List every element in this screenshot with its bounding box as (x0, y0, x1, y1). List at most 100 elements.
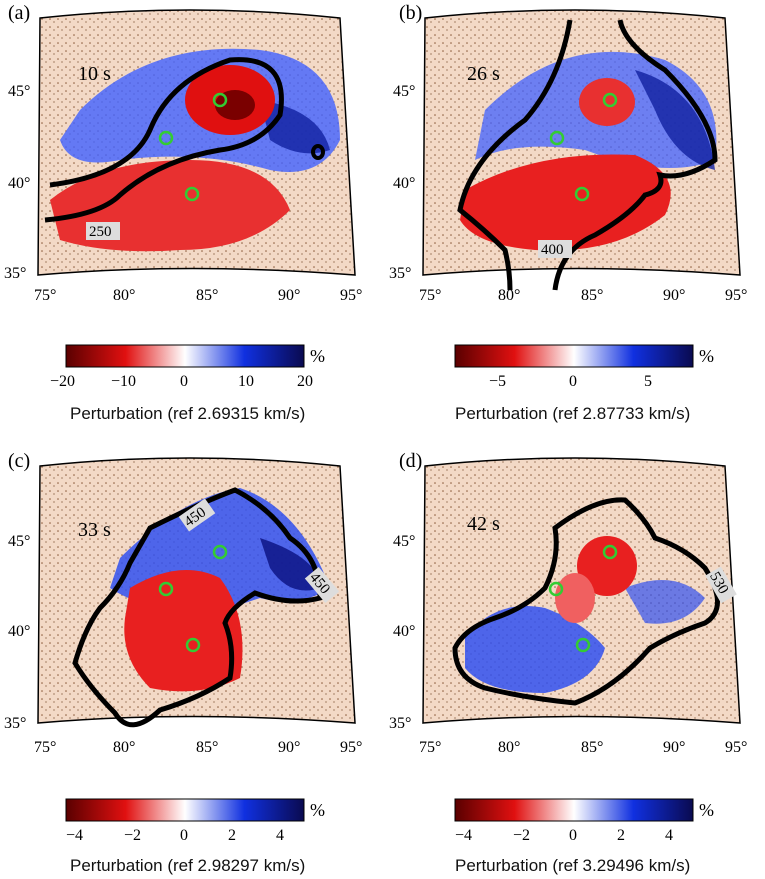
period-label: 10 s (78, 63, 111, 85)
colorbar-tick: 10 (238, 373, 254, 390)
lat-tick: 45° (8, 83, 30, 100)
blue-anomaly-dark (260, 538, 320, 591)
lon-tick: 90° (278, 739, 300, 756)
lon-tick: 85° (581, 739, 603, 756)
map-b: 400 26 s 45° 40° 35° 75° 80° 85° 90° 95° (389, 9, 747, 304)
contour-line (452, 497, 720, 706)
colorbar-tick: −4 (455, 827, 472, 844)
lon-tick: 80° (113, 287, 135, 304)
colorbar-tick: −5 (489, 373, 506, 390)
contour-island (311, 144, 325, 160)
lat-tick: 45° (8, 533, 30, 550)
lat-tick: 35° (4, 715, 26, 732)
lon-tick: 95° (340, 287, 362, 304)
contour-label-box (86, 222, 120, 240)
lat-tick: 40° (393, 175, 415, 192)
lon-tick: 85° (581, 287, 603, 304)
blue-anomaly-dark (260, 100, 330, 154)
colorbar-tick: 2 (617, 827, 625, 844)
colorbar-tick: 0 (180, 373, 188, 390)
contour-label-box (304, 566, 340, 604)
station-marker (158, 130, 174, 146)
colorbar-label: Perturbation (ref 3.29496 km/s) (455, 856, 691, 875)
lon-tick: 95° (340, 739, 362, 756)
contour-label-box (538, 240, 572, 258)
panel-a: 250 10 s 45° 40° 35° 75° 80° 85° 90° 95°… (0, 0, 380, 430)
map-c: 450 450 33 s 45° 40° 35° 75° 80° 85° 90°… (4, 457, 362, 756)
lon-tick: 85° (196, 287, 218, 304)
lat-tick: 35° (4, 265, 26, 282)
lat-tick: 45° (393, 83, 415, 100)
red-anomaly (124, 570, 243, 692)
colorbar-label: Perturbation (ref 2.98297 km/s) (70, 856, 306, 875)
colorbar-a: −20 −10 0 10 20 % (50, 344, 325, 390)
colorbar (454, 344, 694, 368)
colorbar-unit: % (699, 346, 714, 366)
station-marker (574, 186, 590, 202)
panel-b: 400 26 s 45° 40° 35° 75° 80° 85° 90° 95°… (385, 0, 765, 430)
lat-tick: 35° (389, 715, 411, 732)
station-marker (602, 92, 618, 108)
contour-line (72, 487, 323, 728)
colorbar-label: Perturbation (ref 2.87733 km/s) (455, 404, 691, 423)
lat-tick: 40° (393, 623, 415, 640)
colorbar-unit: % (310, 346, 325, 366)
red-anomaly-north (579, 78, 635, 126)
colorbar-tick: −2 (513, 827, 530, 844)
colorbar-tick: −4 (66, 827, 83, 844)
colorbar-unit: % (699, 800, 714, 820)
contour-label: 250 (89, 224, 112, 240)
lon-tick: 80° (498, 287, 520, 304)
colorbar-tick: 2 (228, 827, 236, 844)
map-d: 530 42 s 45° 40° 35° 75° 80° 85° 90° 95° (389, 457, 747, 756)
panel-letter: (a) (8, 2, 31, 24)
colorbar-tick: 20 (297, 373, 313, 390)
blue-anomaly-east (625, 580, 705, 624)
station-marker (549, 130, 565, 146)
colorbar-tick: 0 (569, 827, 577, 844)
colorbar-tick: −2 (124, 827, 141, 844)
lon-tick: 95° (725, 739, 747, 756)
lon-tick: 75° (419, 287, 441, 304)
station-marker (185, 637, 201, 653)
panel-d: 530 42 s 45° 40° 35° 75° 80° 85° 90° 95°… (385, 448, 765, 879)
panel-letter: (b) (399, 2, 423, 24)
station-marker (575, 637, 591, 653)
colorbar (65, 344, 305, 368)
lon-tick: 80° (113, 739, 135, 756)
station-marker (602, 544, 618, 560)
colorbar-unit: % (310, 800, 325, 820)
station-marker (184, 186, 200, 202)
lon-tick: 75° (34, 287, 56, 304)
lat-tick: 40° (8, 175, 30, 192)
contour-line (44, 57, 284, 223)
panel-letter: (c) (8, 450, 31, 472)
lon-tick: 75° (34, 739, 56, 756)
colorbar (65, 798, 305, 822)
red-anomaly (577, 536, 637, 596)
blue-anomaly-dark (635, 70, 715, 170)
station-marker (212, 92, 228, 108)
colorbar (454, 798, 694, 822)
colorbar-tick: 0 (569, 373, 577, 390)
station-marker (158, 581, 174, 597)
station-marker (212, 544, 228, 560)
panel-c: 450 450 33 s 45° 40° 35° 75° 80° 85° 90°… (0, 448, 380, 879)
red-anomaly-south (460, 154, 671, 251)
colorbar-tick: 0 (180, 827, 188, 844)
colorbar-tick: 4 (665, 827, 673, 844)
station-marker (548, 581, 564, 597)
period-label: 33 s (78, 519, 111, 541)
lon-tick: 75° (419, 739, 441, 756)
lat-tick: 45° (393, 533, 415, 550)
colorbar-b: −5 0 5 % (454, 344, 714, 390)
lon-tick: 95° (725, 287, 747, 304)
contour-label-box (178, 498, 216, 532)
colorbar-d: −4 −2 0 2 4 % (454, 798, 714, 844)
colorbar-tick: −10 (111, 373, 136, 390)
colorbar-tick: 5 (644, 373, 652, 390)
lat-tick: 35° (389, 265, 411, 282)
lat-tick: 40° (8, 623, 30, 640)
colorbar-tick: 4 (276, 827, 284, 844)
period-label: 42 s (467, 513, 500, 535)
